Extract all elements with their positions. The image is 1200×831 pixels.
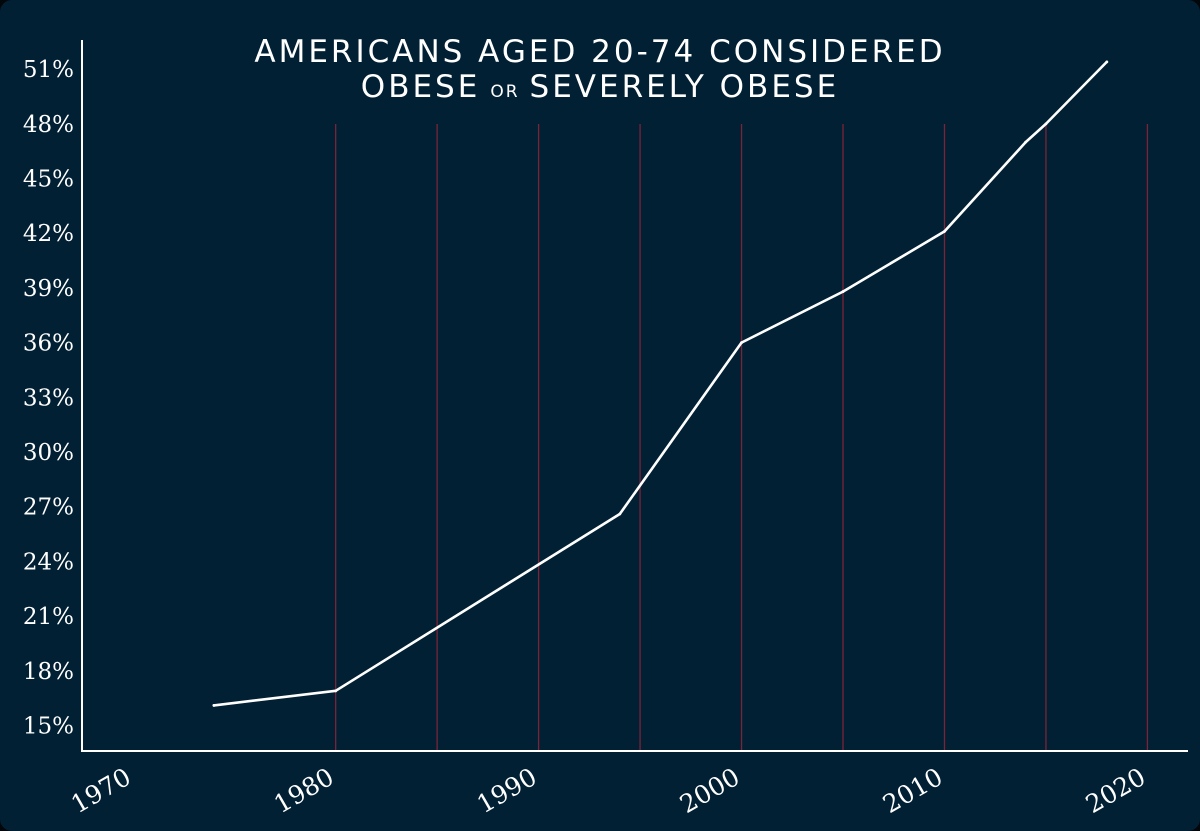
y-tick-labels: 15% 18% 21% 24% 27% 30% 33% 36% 39% 42% 45% 48% 51%	[23, 57, 74, 739]
y-tick-label-33: 33%	[23, 385, 74, 411]
chart-title-severely-obese: SEVERELY OBESE	[530, 69, 840, 105]
gridlines	[335, 124, 1149, 751]
data-point-1974	[212, 704, 216, 707]
y-tick-label-15: 15%	[23, 713, 74, 739]
chart-title: AMERICANS AGED 20-74 CONSIDERED OBESE OR S…	[254, 34, 945, 105]
y-tick-label-42: 42%	[23, 221, 74, 247]
y-tick-label-30: 30%	[23, 440, 74, 466]
axes	[81, 40, 1188, 752]
y-tick-label-45: 45%	[23, 167, 74, 193]
y-tick-label-51: 51%	[23, 57, 74, 83]
data-point-2010	[943, 230, 946, 233]
y-tick-label-27: 27%	[23, 495, 74, 521]
y-tick-label-24: 24%	[23, 549, 74, 575]
chart-title-line-1: AMERICANS AGED 20-74 CONSIDERED	[254, 34, 945, 70]
data-point-1980	[334, 689, 338, 693]
chart-title-line-2: OBESE OR SEVERELY OBESE	[361, 69, 839, 105]
data-point-2005	[841, 290, 845, 293]
data-point-1994	[618, 512, 622, 516]
y-tick-label-21: 21%	[23, 604, 74, 630]
chart-title-obese: OBESE	[361, 69, 481, 105]
chart-title-or: OR	[490, 82, 519, 102]
y-tick-label-39: 39%	[23, 276, 74, 302]
data-point-2018	[1105, 60, 1109, 64]
y-tick-label-48: 48%	[23, 112, 74, 138]
data-point-2014	[1024, 140, 1028, 144]
series-layer	[212, 60, 1109, 707]
data-point-2015	[1044, 122, 1048, 126]
y-tick-label-36: 36%	[23, 331, 74, 357]
y-tick-label-18: 18%	[23, 659, 74, 685]
data-point-2000	[740, 341, 743, 345]
